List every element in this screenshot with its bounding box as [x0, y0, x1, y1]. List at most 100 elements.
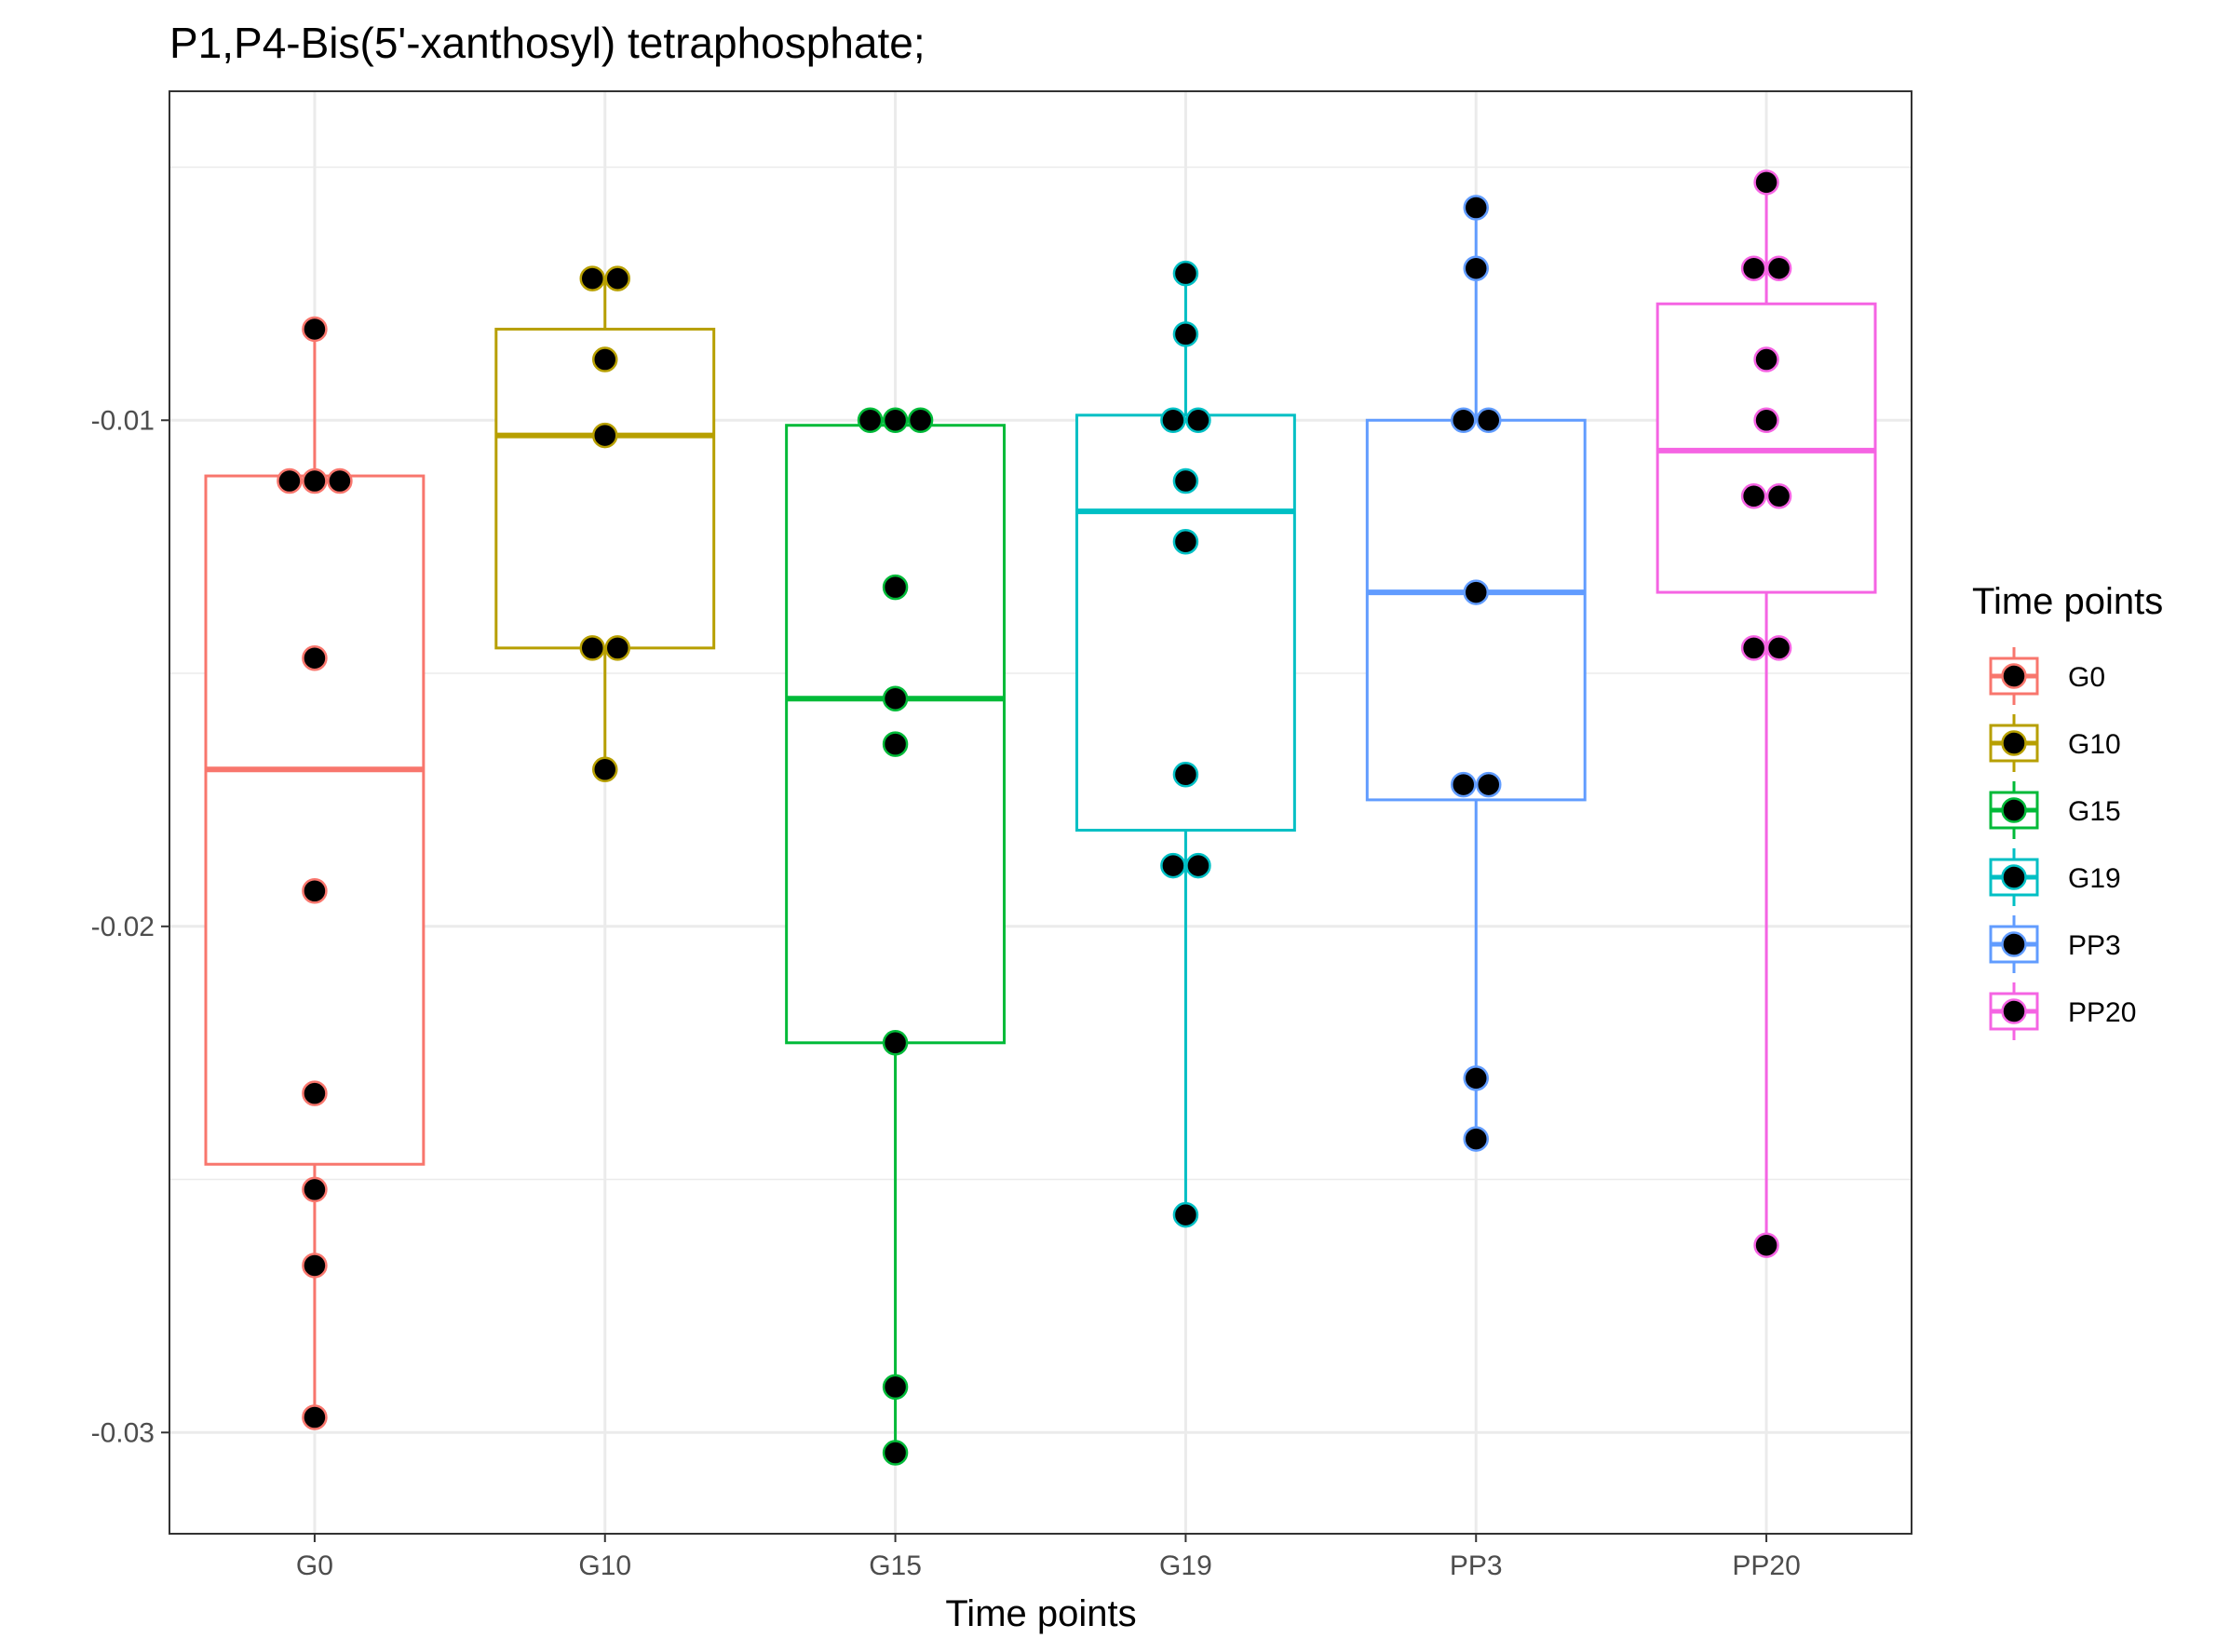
data-point — [882, 1030, 909, 1056]
data-point — [1172, 321, 1199, 347]
data-point — [1753, 169, 1779, 196]
data-point — [1740, 483, 1767, 509]
data-point — [1172, 528, 1199, 555]
data-point — [1463, 1126, 1489, 1152]
points-g15 — [857, 407, 934, 1466]
data-point — [1172, 761, 1199, 788]
points-g19 — [1160, 260, 1211, 1228]
x-tick-label: G10 — [578, 1550, 631, 1581]
y-tick-label: -0.02 — [91, 912, 155, 942]
panel-border — [169, 90, 1912, 1535]
legend-label: PP3 — [2068, 930, 2121, 961]
data-point — [1172, 467, 1199, 494]
legend-item-g10: G10 — [1989, 714, 2121, 772]
data-point — [302, 316, 328, 343]
legend-label: G19 — [2068, 863, 2121, 894]
legend-key-point — [2001, 998, 2027, 1024]
data-point — [882, 574, 909, 601]
data-point — [882, 407, 909, 434]
data-point — [592, 346, 618, 372]
legend-key-point — [2001, 797, 2027, 823]
data-point — [1765, 255, 1792, 281]
data-point — [1185, 852, 1211, 879]
data-point — [1740, 635, 1767, 661]
data-point — [882, 1374, 909, 1401]
legend-item-g19: G19 — [1989, 848, 2121, 906]
legend-label: G10 — [2068, 729, 2121, 760]
x-tick-label: G19 — [1159, 1550, 1212, 1581]
data-point — [579, 635, 605, 661]
legend-key-point — [2001, 864, 2027, 890]
data-point — [1753, 346, 1779, 372]
data-point — [1451, 407, 1477, 434]
legend-title: Time points — [1972, 581, 2163, 622]
y-tick-label: -0.01 — [91, 405, 155, 436]
plot-panel — [169, 91, 1912, 1534]
data-point — [579, 265, 605, 291]
box-pp3 — [1365, 208, 1587, 1140]
data-point — [1740, 255, 1767, 281]
legend-key-point — [2001, 730, 2027, 756]
points-pp20 — [1740, 169, 1792, 1258]
legend-item-pp3: PP3 — [1989, 915, 2121, 973]
x-tick-label: G0 — [296, 1550, 333, 1581]
data-point — [882, 1440, 909, 1466]
x-tick-label: G15 — [869, 1550, 922, 1581]
legend: Time points G0 G10 G15 G19 PP3 PP20 — [1972, 581, 2163, 1040]
legend-label: PP20 — [2068, 997, 2136, 1028]
data-point — [592, 422, 618, 449]
chart-title: P1,P4-Bis(5'-xanthosyl) tetraphosphate; — [169, 19, 926, 67]
data-point — [1765, 483, 1792, 509]
data-point — [1765, 635, 1792, 661]
panel-background — [169, 91, 1912, 1534]
panel-frame — [169, 90, 1912, 1535]
y-tick-label: -0.03 — [91, 1417, 155, 1448]
legend-item-g0: G0 — [1989, 647, 2105, 705]
data-point — [302, 1253, 328, 1279]
data-point — [882, 731, 909, 757]
data-point — [302, 644, 328, 671]
points-group — [277, 169, 1792, 1466]
data-point — [327, 467, 353, 494]
x-tick-label: PP20 — [1732, 1550, 1800, 1581]
x-tick-label: PP3 — [1450, 1550, 1503, 1581]
x-axis-title: Time points — [945, 1593, 1136, 1634]
points-pp3 — [1451, 195, 1502, 1152]
legend-key-point — [2001, 663, 2027, 689]
box-body — [204, 474, 426, 1166]
data-point — [1463, 1065, 1489, 1091]
data-point — [1463, 255, 1489, 281]
legend-label: G0 — [2068, 662, 2105, 693]
data-point — [907, 407, 934, 434]
data-point — [302, 1080, 328, 1106]
data-point — [1753, 1232, 1779, 1258]
data-point — [857, 407, 884, 434]
points-g10 — [579, 265, 630, 783]
data-point — [1160, 407, 1186, 434]
data-point — [302, 1176, 328, 1203]
data-point — [302, 877, 328, 904]
data-point — [604, 265, 630, 291]
data-point — [1476, 407, 1502, 434]
data-point — [1753, 407, 1779, 434]
box-body — [494, 327, 716, 650]
data-point — [1172, 1201, 1199, 1228]
legend-key-point — [2001, 931, 2027, 957]
data-point — [1185, 407, 1211, 434]
data-point — [1463, 195, 1489, 221]
data-point — [882, 685, 909, 711]
legend-item-g15: G15 — [1989, 781, 2121, 839]
data-point — [604, 635, 630, 661]
data-point — [1476, 771, 1502, 798]
data-point — [277, 467, 303, 494]
axes-group: -0.03 -0.02 -0.01 G0 G10 G15 G19 PP3 PP20 — [91, 405, 1801, 1581]
legend-label: G15 — [2068, 796, 2121, 827]
box-g0 — [204, 329, 426, 1417]
box-body — [1365, 418, 1587, 802]
data-point — [1463, 579, 1489, 605]
data-point — [302, 1404, 328, 1430]
legend-item-pp20: PP20 — [1989, 982, 2136, 1040]
points-g0 — [277, 316, 353, 1430]
data-point — [302, 467, 328, 494]
